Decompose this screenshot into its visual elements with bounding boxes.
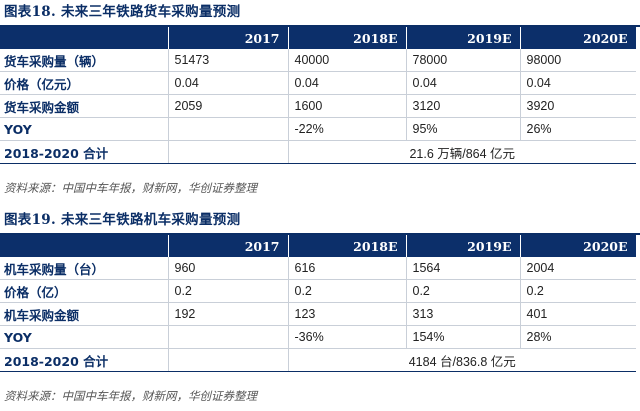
header-cell: 2020E [520,27,637,49]
row-label: 货车采购量（辆） [0,49,169,72]
table-cell: 0.2 [288,279,407,303]
total-row: 2018-2020 合计 21.6 万辆/864 亿元 [0,140,636,164]
table-row: 机车采购量（台） 960 616 1564 2004 [0,257,636,280]
total-label: 2018-2020 合计 [0,140,169,164]
table-cell: 2059 [168,94,289,118]
table-cell: 3120 [406,94,521,118]
table-cell: 401 [520,302,636,326]
table-cell: 1564 [406,257,521,280]
table-cell: 0.04 [288,71,407,95]
locomotive-table: 2017 2018E 2019E 2020E 机车采购量（台） 960 616 … [0,235,637,372]
table-cell: -36% [288,325,407,349]
table-cell: 0.04 [168,71,289,95]
table-cell: 78000 [406,49,521,72]
table-row: 货车采购量（辆） 51473 40000 78000 98000 [0,49,636,72]
table-cell [168,140,289,164]
table-cell: 1600 [288,94,407,118]
table-cell: 3920 [520,94,636,118]
total-label: 2018-2020 合计 [0,348,169,372]
table-cell [168,348,289,372]
row-label: YOY [0,117,169,141]
table-cell: 0.2 [406,279,521,303]
table-cell: 0.04 [520,71,636,95]
header-cell: 2019E [406,235,521,257]
row-label: 价格（亿元） [0,71,169,95]
header-cell: 2019E [406,27,521,49]
title-rule [0,25,640,27]
table-row: 机车采购金额 192 123 313 401 [0,302,636,326]
table-cell: 192 [168,302,289,326]
header-row: 2017 2018E 2019E 2020E [0,235,637,257]
header-cell [0,27,169,49]
table-cell: 95% [406,117,521,141]
table-cell: 123 [288,302,407,326]
header-cell: 2020E [520,235,637,257]
figure-title: 图表19. 未来三年铁路机车采购量预测 [4,212,241,228]
table-cell: 0.2 [168,279,289,303]
row-label: 机车采购金额 [0,302,169,326]
row-label: YOY [0,325,169,349]
source-note: 资料来源：中国中车年报，财新网，华创证券整理 [4,389,257,403]
table-cell: 2004 [520,257,636,280]
table-cell: 960 [168,257,289,280]
table-row: 价格（亿） 0.2 0.2 0.2 0.2 [0,279,636,303]
table-cell: 154% [406,325,521,349]
table-cell: 40000 [288,49,407,72]
total-row: 2018-2020 合计 4184 台/836.8 亿元 [0,348,636,372]
table-row: 货车采购金额 2059 1600 3120 3920 [0,94,636,118]
header-row: 2017 2018E 2019E 2020E [0,27,637,49]
table-row: 价格（亿元） 0.04 0.04 0.04 0.04 [0,71,636,95]
table-cell: 0.2 [520,279,636,303]
table-cell [168,117,289,141]
total-value: 4184 台/836.8 亿元 [288,348,636,372]
header-cell: 2018E [288,27,407,49]
table-row: YOY -36% 154% 28% [0,325,636,349]
source-note: 资料来源：中国中车年报，财新网，华创证券整理 [4,181,257,195]
figure-title: 图表18. 未来三年铁路货车采购量预测 [4,4,241,20]
freight-car-table: 2017 2018E 2019E 2020E 货车采购量（辆） 51473 40… [0,27,637,164]
header-cell [0,235,169,257]
total-value: 21.6 万辆/864 亿元 [288,140,636,164]
table-cell: 0.04 [406,71,521,95]
header-cell: 2018E [288,235,407,257]
header-cell: 2017 [168,27,289,49]
table-cell [168,325,289,349]
table-cell: 98000 [520,49,636,72]
table-cell: 616 [288,257,407,280]
row-label: 货车采购金额 [0,94,169,118]
table-cell: 28% [520,325,636,349]
header-cell: 2017 [168,235,289,257]
row-label: 价格（亿） [0,279,169,303]
table-cell: -22% [288,117,407,141]
table-row: YOY -22% 95% 26% [0,117,636,141]
row-label: 机车采购量（台） [0,257,169,280]
table-cell: 313 [406,302,521,326]
table-cell: 51473 [168,49,289,72]
table-cell: 26% [520,117,636,141]
title-rule [0,233,640,235]
